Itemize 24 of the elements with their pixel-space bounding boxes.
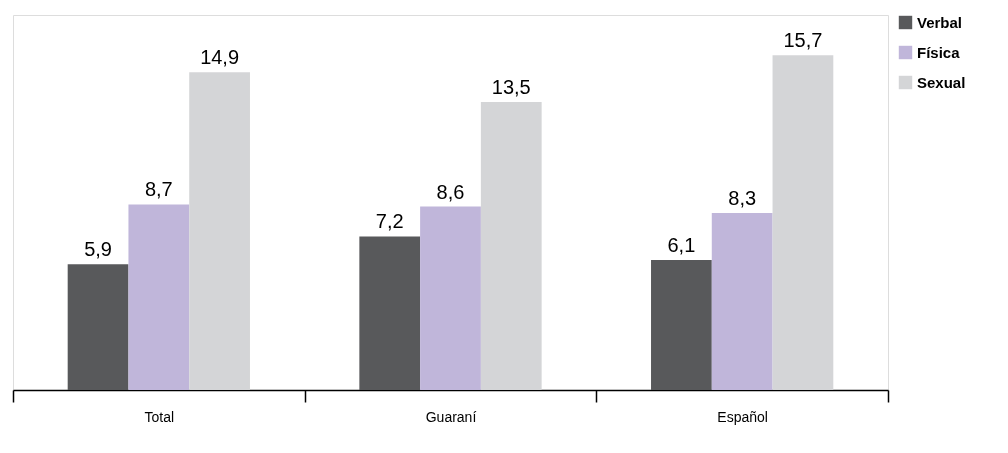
- data-label: 7,2: [375, 210, 404, 233]
- data-label: 8,3: [728, 186, 757, 209]
- bar: [128, 204, 190, 390]
- bar: [420, 206, 481, 390]
- bar: [711, 212, 773, 390]
- bar: [189, 72, 250, 390]
- bar: [67, 264, 129, 390]
- data-label: 14,9: [200, 46, 240, 69]
- legend-label: Verbal: [917, 13, 963, 31]
- data-label: 6,1: [667, 233, 696, 256]
- legend-label: Sexual: [917, 73, 966, 91]
- legend-label: Física: [917, 43, 961, 61]
- bar: [359, 236, 421, 390]
- data-label: 15,7: [783, 29, 823, 52]
- bar: [651, 259, 712, 390]
- x-tick-label: Guaraní: [425, 408, 477, 425]
- data-label: 5,9: [84, 238, 112, 261]
- bar: [480, 102, 542, 390]
- data-label: 13,5: [491, 76, 531, 99]
- data-label: 8,7: [144, 178, 173, 201]
- x-tick-label: Español: [717, 408, 768, 425]
- bar: [772, 55, 834, 390]
- x-tick-label: Total: [144, 408, 175, 425]
- data-label: 8,6: [436, 180, 465, 203]
